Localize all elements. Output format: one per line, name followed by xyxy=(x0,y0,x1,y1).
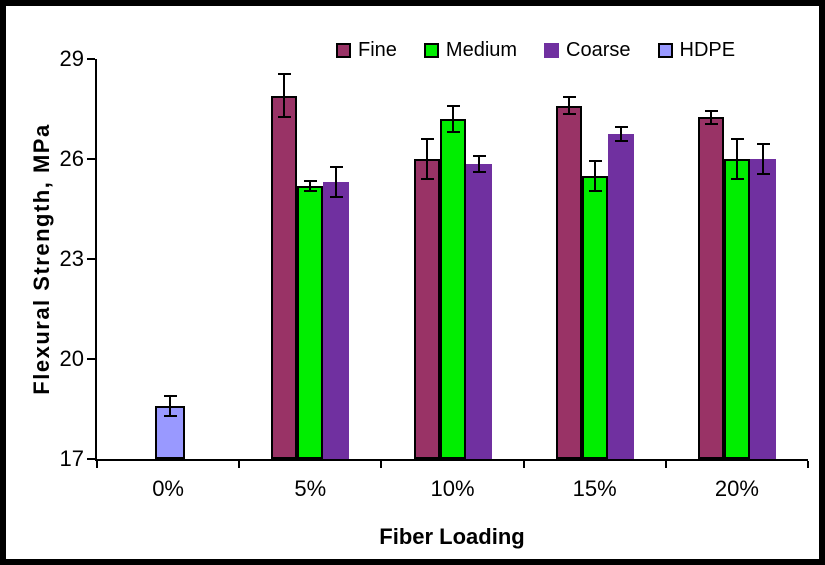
error-bar-line xyxy=(283,74,286,118)
legend-marker-icon xyxy=(336,42,351,58)
error-bar-cap-bottom xyxy=(420,178,434,180)
error-bar-cap-top xyxy=(704,109,718,112)
bar-coarse-20pct xyxy=(749,159,776,459)
y-tick-mark xyxy=(87,358,95,360)
error-bar-cap-top xyxy=(472,154,486,157)
error-bar-line xyxy=(593,160,596,191)
x-category-label: 5% xyxy=(294,476,327,501)
x-tick-mark xyxy=(96,461,98,468)
x-tick-mark xyxy=(807,461,809,468)
legend-item-medium: Medium xyxy=(423,39,518,61)
legend-label: Coarse xyxy=(566,39,631,61)
error-bar-cap-bottom xyxy=(562,113,576,115)
legend-marker-icon xyxy=(544,42,560,58)
error-bar-line xyxy=(477,155,480,173)
error-bar-cap-top xyxy=(730,138,744,140)
error-bar-line xyxy=(761,144,764,174)
x-tick-mark xyxy=(380,461,383,468)
error-bar-cap-bottom xyxy=(704,123,718,125)
legend-item-fine: Fine xyxy=(336,40,397,60)
x-category-label: 0% xyxy=(152,476,184,501)
error-bar-cap-top xyxy=(304,179,318,182)
x-category-label: 15% xyxy=(572,476,617,501)
bar-coarse-10pct xyxy=(465,164,492,459)
error-bar-cap-bottom xyxy=(304,189,318,192)
error-bar-cap-top xyxy=(756,143,770,145)
error-bar-line xyxy=(425,139,428,179)
error-bar-cap-bottom xyxy=(472,171,486,174)
bar-hdpe-0pct xyxy=(155,405,186,459)
x-category-label: 20% xyxy=(714,476,759,501)
y-axis-line xyxy=(95,59,97,461)
y-tick-label: 17 xyxy=(59,446,84,471)
legend-item-hdpe: HDPE xyxy=(657,39,736,61)
x-axis-title: Fiber Loading xyxy=(379,524,525,549)
error-bar-cap-bottom xyxy=(164,414,178,417)
error-bar-line xyxy=(169,395,172,416)
error-bar-line xyxy=(309,180,312,191)
error-bar-cap-bottom xyxy=(614,139,628,142)
error-bar-line xyxy=(619,127,622,141)
error-bar-line xyxy=(709,110,712,124)
y-tick-label: 23 xyxy=(59,246,84,271)
x-axis-line xyxy=(95,459,808,461)
error-bar-cap-top xyxy=(420,138,434,140)
error-bar-cap-top xyxy=(446,104,460,107)
bar-coarse-15pct xyxy=(607,134,634,459)
error-bar-cap-top xyxy=(278,73,292,75)
y-tick-label: 29 xyxy=(59,46,84,71)
legend-item-coarse: Coarse xyxy=(544,39,631,61)
bar-fine-20pct xyxy=(697,117,724,459)
error-bar-cap-bottom xyxy=(756,173,770,175)
error-bar-cap-bottom xyxy=(588,189,602,192)
error-bar-line xyxy=(451,105,454,133)
legend-marker-icon xyxy=(657,42,673,58)
bar-chart: Flexural Strength, MPa Fiber Loading Fin… xyxy=(6,6,819,559)
x-tick-mark xyxy=(664,461,667,468)
error-bar-cap-top xyxy=(164,394,178,397)
error-bar-line xyxy=(335,167,338,198)
error-bar-cap-bottom xyxy=(330,196,344,199)
y-tick-mark xyxy=(87,458,95,460)
error-bar-line xyxy=(735,139,738,179)
bar-fine-10pct xyxy=(413,159,440,459)
error-bar-cap-bottom xyxy=(730,178,744,180)
bar-medium-5pct xyxy=(297,185,324,459)
legend-label: Fine xyxy=(358,39,397,61)
legend-marker-icon xyxy=(423,42,439,58)
error-bar-cap-top xyxy=(562,96,576,99)
y-tick-mark xyxy=(87,158,95,160)
y-tick-mark xyxy=(87,58,95,60)
bar-medium-20pct xyxy=(723,159,750,459)
bar-medium-15pct xyxy=(581,175,608,459)
error-bar-cap-bottom xyxy=(446,131,460,134)
x-tick-mark xyxy=(522,461,525,468)
bar-medium-10pct xyxy=(439,119,466,459)
bar-fine-5pct xyxy=(271,95,298,459)
bar-fine-15pct xyxy=(555,105,582,459)
x-category-label: 10% xyxy=(430,476,475,501)
error-bar-cap-top xyxy=(614,126,628,129)
error-bar-cap-bottom xyxy=(278,116,292,119)
legend-label: HDPE xyxy=(679,39,736,61)
bar-coarse-5pct xyxy=(323,182,350,459)
error-bar-cap-top xyxy=(330,166,344,169)
legend: Fine Medium Coarse HDPE xyxy=(336,40,735,60)
y-tick-label: 20 xyxy=(59,346,84,371)
x-tick-mark xyxy=(238,461,241,468)
error-bar-cap-top xyxy=(588,159,602,162)
error-bar-line xyxy=(567,97,570,114)
y-tick-label: 26 xyxy=(59,146,84,171)
legend-label: Medium xyxy=(445,39,518,61)
y-tick-mark xyxy=(87,258,95,260)
